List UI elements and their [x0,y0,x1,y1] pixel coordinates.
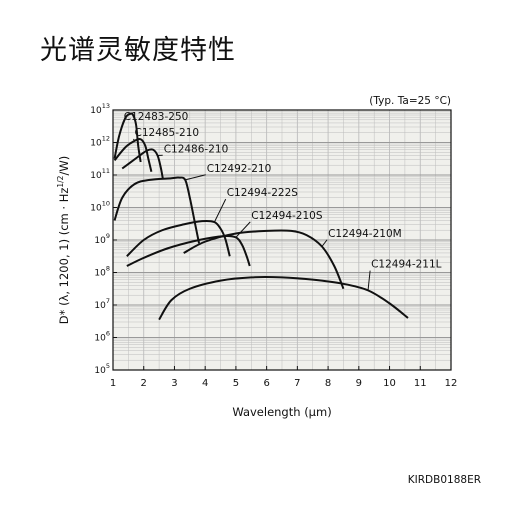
grid-lines [112,110,452,370]
series-leader-c12494-211l [367,270,371,291]
series-label-c12492-210: C12492-210 [207,163,272,175]
series-line-c12494-210m [183,229,345,290]
series-line-c12483-250 [113,112,142,163]
x-tick-label: 9 [356,378,362,389]
x-tick-label: 3 [171,378,177,389]
series-leader-c12492-210 [185,174,206,181]
x-tick-label: 8 [325,378,331,389]
y-tick-label: 105 [94,362,110,376]
series-label-c12494-211l: C12494-211L [371,259,442,271]
x-tick-label: 6 [263,378,269,389]
series-line-c12494-211l [158,276,409,321]
y-tick-label: 1010 [90,200,110,214]
series-line-c12492-210 [113,176,201,244]
series-label-c12494-210m: C12494-210M [328,228,402,240]
series-label-c12486-210: C12486-210 [164,143,229,155]
series-line-c12485-210 [113,137,153,172]
y-tick-label: 106 [94,330,110,344]
y-tick-label: 1011 [90,167,110,181]
series-line-c12494-222s [126,219,231,257]
x-tick-label: 4 [202,378,208,389]
y-tick-label: 1013 [90,102,110,116]
series-leader-c12494-210m [321,239,328,247]
series-leader-c12494-222s [213,198,227,223]
x-tick-label: 11 [414,378,427,389]
page-title: 光谱灵敏度特性 [40,35,236,66]
series-leader-c12494-210s [235,221,251,238]
series-label-c12483-250: C12483-250 [124,111,189,123]
condition-note: (Typ. Ta=25 °C) [369,95,451,107]
y-tick-label: 107 [94,297,110,311]
y-tick-label: 109 [94,232,110,246]
x-tick-label: 12 [445,378,458,389]
x-tick-label: 7 [294,378,300,389]
x-axis-label: Wavelength (μm) [232,405,331,419]
x-tick-label: 5 [233,378,239,389]
y-tick-label: 108 [94,265,110,279]
y-tick-label: 1012 [90,135,110,149]
x-tick-label: 10 [383,378,396,389]
series-leader-c12485-210 [133,138,135,142]
series-label-c12494-210s: C12494-210S [251,210,323,222]
series-line-c12486-210 [121,148,164,179]
y-axis-label: D* (λ, 1200, 1) (cm · Hz1/2/W) [56,156,71,324]
x-tick-label: 1 [110,378,116,389]
x-tick-label: 2 [141,378,147,389]
series-label-c12485-210: C12485-210 [135,127,200,139]
series-leader-c12483-250 [122,117,126,123]
series-label-c12494-222s: C12494-222S [227,187,299,199]
figure-code: KIRDB0188ER [408,474,481,486]
